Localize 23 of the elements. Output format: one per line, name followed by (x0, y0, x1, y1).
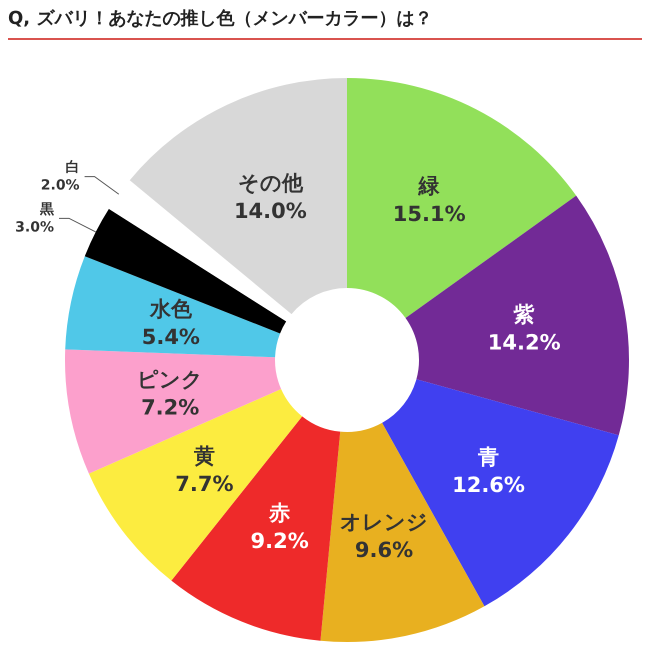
data-label: 7.2% (141, 396, 200, 420)
slice-label: 紫 (512, 302, 535, 326)
slice-label: 黄 (192, 444, 215, 468)
data-label: 7.7% (175, 472, 234, 496)
slice-label: 緑 (418, 174, 441, 198)
slice-label: 赤 (268, 500, 290, 525)
slice-label: 青 (477, 445, 500, 470)
slice-label: オレンジ (340, 510, 428, 534)
data-label: 5.4% (142, 324, 200, 349)
data-label: 14.0% (234, 199, 307, 224)
data-label: 3.0% (15, 219, 54, 236)
slice-label: 黒 (39, 201, 56, 218)
data-label: 15.1% (392, 202, 466, 226)
data-label: 9.6% (354, 538, 414, 562)
data-label: 9.2% (250, 528, 309, 553)
slice-label: 白 (66, 160, 80, 176)
data-label: 14.2% (488, 330, 561, 354)
data-label: 2.0% (40, 178, 80, 194)
chart-title: Q, ズバリ！あなたの推し色（メンバーカラー）は？ (8, 6, 642, 40)
slice-label: その他 (238, 171, 304, 196)
slice-label: 水色 (148, 296, 193, 321)
data-label: 12.6% (452, 473, 525, 498)
slice-label: ピンク (137, 368, 204, 392)
